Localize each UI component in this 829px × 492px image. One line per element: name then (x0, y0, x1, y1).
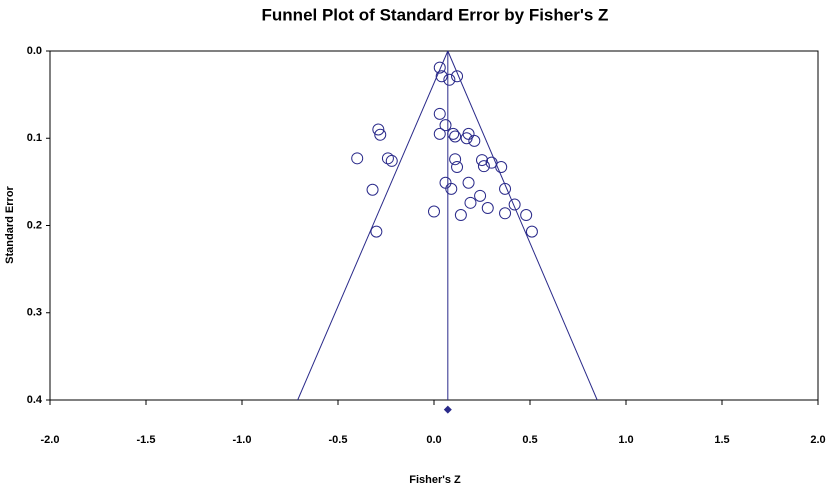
study-point (451, 161, 464, 174)
study-point (451, 70, 464, 83)
study-point (385, 154, 398, 167)
study-point (525, 225, 538, 238)
study-point (499, 182, 512, 195)
x-tick-label: -1.0 (233, 434, 252, 446)
study-point (433, 61, 446, 74)
x-tick-label: -0.5 (329, 434, 348, 446)
study-point (443, 73, 456, 86)
study-point (508, 198, 521, 211)
y-tick-label: 0.0 (27, 45, 42, 57)
y-axis-label: Standard Error (4, 185, 16, 263)
study-point (476, 154, 488, 167)
y-tick-label: 0.2 (27, 219, 42, 231)
funnel-limit (447, 50, 598, 401)
plot-frame (49, 50, 819, 401)
x-tick-label: 0.0 (426, 434, 441, 446)
study-point (495, 161, 508, 174)
x-tick-label: -2.0 (41, 434, 60, 446)
chart-title: Funnel Plot of Standard Error by Fisher'… (262, 5, 609, 24)
study-point (428, 205, 440, 218)
y-tick-label: 0.1 (27, 132, 42, 144)
study-point (433, 107, 446, 120)
study-point (464, 196, 477, 209)
study-point (462, 176, 475, 189)
study-point (433, 127, 446, 140)
study-point (468, 134, 481, 147)
study-point (462, 127, 475, 140)
x-tick-label: 1.5 (714, 434, 729, 446)
x-axis-label: Fisher's Z (409, 474, 461, 486)
study-point (449, 130, 462, 143)
study-point (445, 182, 458, 195)
x-tick-label: 2.0 (810, 434, 825, 446)
summary-diamond (443, 405, 452, 414)
x-tick-label: 1.0 (618, 434, 633, 446)
study-point (439, 176, 452, 189)
study-point (477, 160, 490, 173)
study-point (474, 189, 487, 202)
y-tick-label: 0.3 (27, 307, 42, 319)
x-tick-label: 0.5 (522, 434, 537, 446)
study-point (370, 225, 383, 238)
study-point (454, 209, 467, 222)
study-point (449, 153, 462, 166)
study-point (435, 70, 448, 83)
study-point (481, 202, 494, 215)
study-point (372, 123, 385, 136)
study-point (439, 119, 452, 132)
study-point (366, 183, 379, 196)
x-tick-label: -1.5 (137, 434, 156, 446)
study-point (381, 152, 394, 165)
study-point (447, 127, 460, 140)
y-tick-label: 0.4 (27, 394, 43, 406)
study-point (499, 207, 512, 220)
study-point (351, 152, 364, 165)
study-point (520, 209, 533, 222)
study-point (374, 128, 387, 141)
funnel-limit (297, 50, 449, 401)
